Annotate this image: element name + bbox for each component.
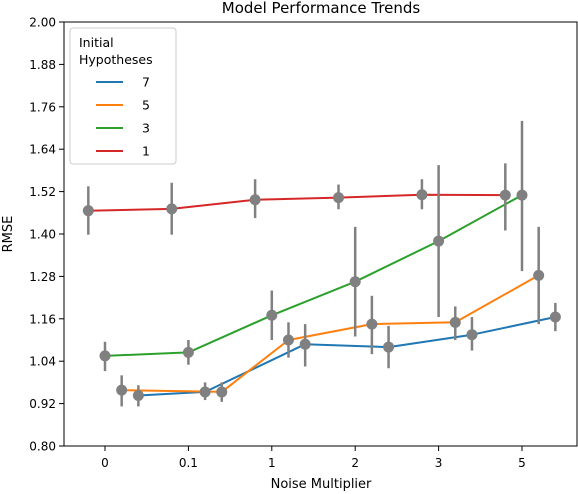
x-tick-label: 2 [351, 456, 359, 470]
data-point-7-0 [132, 389, 144, 401]
data-point-1-2 [249, 194, 261, 206]
legend-label-1: 1 [142, 144, 150, 159]
y-tick-label: 1.52 [29, 185, 56, 199]
x-tick-label: 0.1 [179, 456, 198, 470]
data-point-7-5 [549, 311, 561, 323]
y-tick-label: 1.28 [29, 270, 56, 284]
data-point-5-4 [449, 316, 461, 328]
data-point-5-0 [116, 384, 128, 396]
x-tick-label: 0 [101, 456, 109, 470]
data-point-1-1 [166, 203, 178, 215]
x-tick-label: 5 [518, 456, 526, 470]
data-point-5-3 [366, 318, 378, 330]
data-point-7-1 [199, 386, 211, 398]
data-point-1-0 [82, 205, 94, 217]
data-point-5-5 [533, 269, 545, 281]
legend-label-5: 5 [142, 98, 150, 113]
series-line-3 [104, 194, 523, 357]
data-point-1-3 [333, 192, 345, 204]
plot-area [82, 120, 561, 407]
y-axis-title: RMSE [1, 216, 16, 253]
data-point-7-4 [466, 329, 478, 341]
x-tick-label: 3 [435, 456, 443, 470]
data-point-3-4 [433, 235, 445, 247]
data-point-1-4 [416, 189, 428, 201]
legend-label-7: 7 [142, 75, 150, 90]
data-point-1-5 [499, 189, 511, 201]
legend: Initial Hypotheses 7 5 3 1 [69, 27, 177, 165]
axes: 0.80 0.92 1.04 1.16 1.28 1.40 1.52 1.64 1.76 1.88… [29, 16, 526, 471]
data-point-3-5 [516, 189, 528, 201]
legend-title: Hypotheses [79, 52, 153, 67]
y-tick-label: 2.00 [29, 16, 56, 30]
y-tick-label: 1.64 [29, 143, 56, 157]
data-point-7-3 [383, 341, 395, 353]
data-point-7-2 [299, 338, 311, 350]
data-point-5-1 [216, 386, 228, 398]
y-tick-label: 0.80 [29, 440, 56, 454]
data-point-5-2 [282, 334, 294, 346]
legend-box [69, 27, 177, 165]
y-tick-label: 1.16 [29, 312, 56, 326]
legend-label-3: 3 [142, 121, 150, 136]
x-axis-title: Noise Multiplier [271, 477, 372, 492]
data-point-3-0 [99, 350, 111, 362]
series-line-7 [138, 316, 556, 397]
data-point-3-1 [182, 346, 194, 358]
data-point-3-2 [266, 309, 278, 321]
y-tick-label: 1.04 [29, 355, 56, 369]
data-point-3-3 [349, 276, 361, 288]
y-tick-label: 1.76 [29, 100, 56, 114]
series-line-1 [88, 193, 506, 212]
legend-title: Initial [79, 35, 114, 50]
y-tick-label: 1.88 [29, 58, 56, 72]
y-tick-label: 1.40 [29, 228, 56, 242]
chart-title: Model Performance Trends [222, 0, 421, 17]
x-tick-label: 1 [268, 456, 276, 470]
y-tick-label: 0.92 [29, 397, 56, 411]
